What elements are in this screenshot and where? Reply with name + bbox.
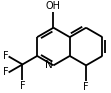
- Text: F: F: [20, 81, 25, 91]
- Text: OH: OH: [46, 1, 60, 11]
- Text: F: F: [3, 67, 8, 77]
- Text: F: F: [3, 51, 8, 61]
- Text: F: F: [83, 82, 89, 92]
- Text: N: N: [45, 60, 53, 70]
